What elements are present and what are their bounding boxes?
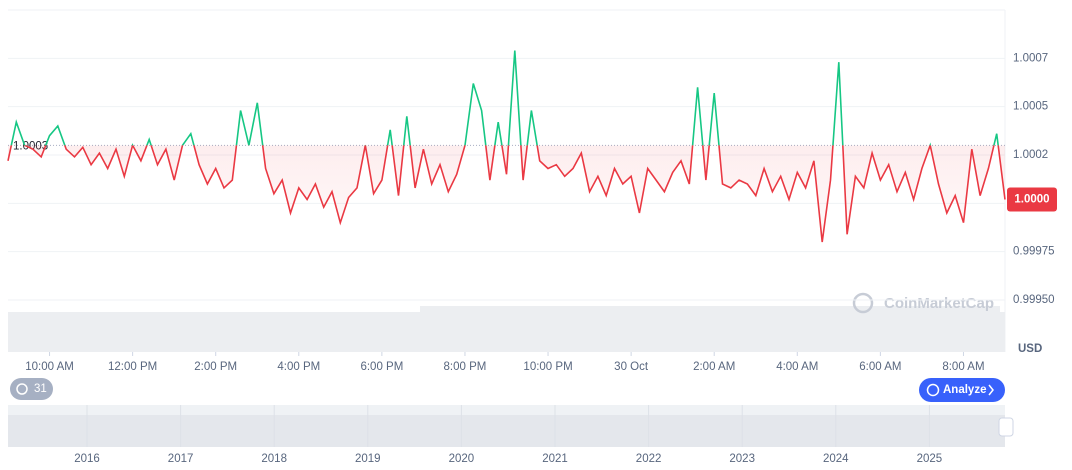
navigator-year: 2025 (917, 453, 943, 465)
y-tick-label: 1.0002 (1013, 149, 1048, 161)
y-tick-label: 0.99975 (1013, 246, 1055, 258)
x-tick-label: 8:00 PM (444, 361, 487, 373)
navigator-year: 2021 (542, 453, 568, 465)
x-tick-label: 2:00 AM (693, 361, 735, 373)
y-tick-label: 1.0005 (1013, 101, 1048, 113)
x-tick-label: 6:00 AM (859, 361, 901, 373)
analyze-button[interactable] (919, 378, 1005, 402)
volume-area (420, 306, 1000, 312)
navigator-year: 2016 (74, 453, 100, 465)
line-down (7, 145, 1006, 243)
x-tick-label: 4:00 PM (277, 361, 320, 373)
watermark-text: CoinMarketCap (884, 295, 994, 312)
last-price-label: 1.0000 (1014, 193, 1049, 205)
history-icon (16, 383, 28, 395)
x-tick-label: 2:00 PM (194, 361, 237, 373)
analyze-button-text[interactable]: Analyze (943, 384, 986, 396)
analyze-icon (926, 383, 940, 397)
volume-area (8, 312, 1005, 352)
navigator-year: 2024 (823, 453, 849, 465)
history-badge-text[interactable]: 31 (34, 383, 47, 395)
navigator-volume (8, 415, 1005, 447)
watermark: CoinMarketCap (852, 292, 994, 314)
watermark-logo (852, 292, 874, 314)
y-axis-label: USD (1018, 343, 1042, 355)
x-tick-label: 6:00 PM (360, 361, 403, 373)
navigator-year: 2022 (636, 453, 662, 465)
analyze-chevron (988, 384, 994, 396)
navigator-year: 2023 (729, 453, 755, 465)
x-tick-label: 8:00 AM (942, 361, 984, 373)
y-tick-label: 0.99950 (1013, 294, 1055, 306)
area-fill (8, 145, 1005, 242)
navigator-year: 2020 (449, 453, 475, 465)
x-tick-label: 4:00 AM (776, 361, 818, 373)
y-tick-label: 1.0007 (1013, 52, 1048, 64)
x-tick-label: 10:00 AM (25, 361, 74, 373)
x-tick-label: 30 Oct (614, 361, 649, 373)
navigator-year: 2019 (355, 453, 381, 465)
x-tick-label: 12:00 PM (108, 361, 157, 373)
x-tick-label: 10:00 PM (523, 361, 572, 373)
line-up (10, 50, 999, 146)
navigator-year: 2017 (168, 453, 194, 465)
navigator-handle[interactable] (998, 417, 1014, 437)
navigator-year: 2018 (261, 453, 287, 465)
last-price-badge (1007, 187, 1057, 212)
